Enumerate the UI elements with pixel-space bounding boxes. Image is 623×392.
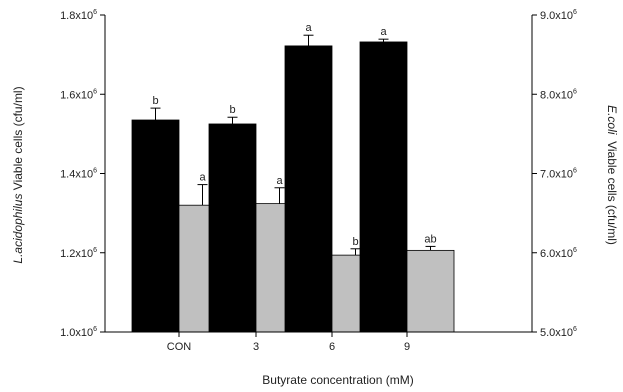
x-tick-label-2: 6 — [329, 341, 335, 353]
y2-tick-label-3: 8.0x106 — [540, 88, 577, 101]
significance-label-s0-1: b — [229, 104, 235, 116]
y2-tick-label-2: 7.0x106 — [540, 168, 577, 181]
significance-label-s1-1: a — [276, 175, 283, 187]
y-axis-title-units: Viable cells (cfu/ml) — [11, 86, 25, 193]
significance-label-s1-0: a — [199, 172, 206, 184]
y-tick-label-0: 1.0x106 — [60, 326, 97, 339]
y-tick-label-4: 1.8x106 — [60, 9, 97, 22]
axes-layer: 1.0x106 1.2x106 1.4x106 1.6x106 1.8x106 5.0x1… — [60, 9, 577, 353]
y-axis-title-organism: L.acidophilus — [11, 194, 25, 264]
y-tick-label-1: 1.2x106 — [60, 247, 97, 260]
significance-label-s0-0: b — [152, 95, 158, 107]
y-axis-title: L.acidophilus Viable cells (cfu/ml) — [11, 86, 25, 263]
significance-label-s1-2: b — [352, 236, 358, 248]
x-axis-title: Butyrate concentration (mM) — [262, 373, 413, 387]
y2-axis-title-organism: E.coli — [605, 105, 619, 135]
y2-axis-title-units: Viable cells (cfu/ml) — [605, 134, 619, 244]
x-tick-label-3: 9 — [404, 341, 410, 353]
x-tick-label-1: 3 — [253, 341, 259, 353]
bar-s1-3 — [406, 249, 455, 333]
significance-label-s0-3: a — [380, 26, 387, 38]
y2-tick-label-0: 5.0x106 — [540, 326, 577, 339]
bar-s0-0 — [131, 119, 180, 333]
y2-tick-label-1: 6.0x106 — [540, 247, 577, 260]
y-tick-label-2: 1.4x106 — [60, 168, 97, 181]
bar-s0-3 — [359, 41, 408, 333]
y-tick-label-3: 1.6x106 — [60, 88, 97, 101]
x-tick-label-0: CON — [167, 341, 192, 353]
bar-s0-1 — [208, 123, 257, 333]
significance-label-s0-2: a — [305, 22, 312, 34]
y2-axis-title: E.coli Viable cells (cfu/ml) — [605, 105, 619, 245]
significance-label-s1-3: ab — [424, 233, 436, 245]
y2-tick-label-4: 9.0x106 — [540, 9, 577, 22]
bar-s0-2 — [284, 45, 333, 333]
